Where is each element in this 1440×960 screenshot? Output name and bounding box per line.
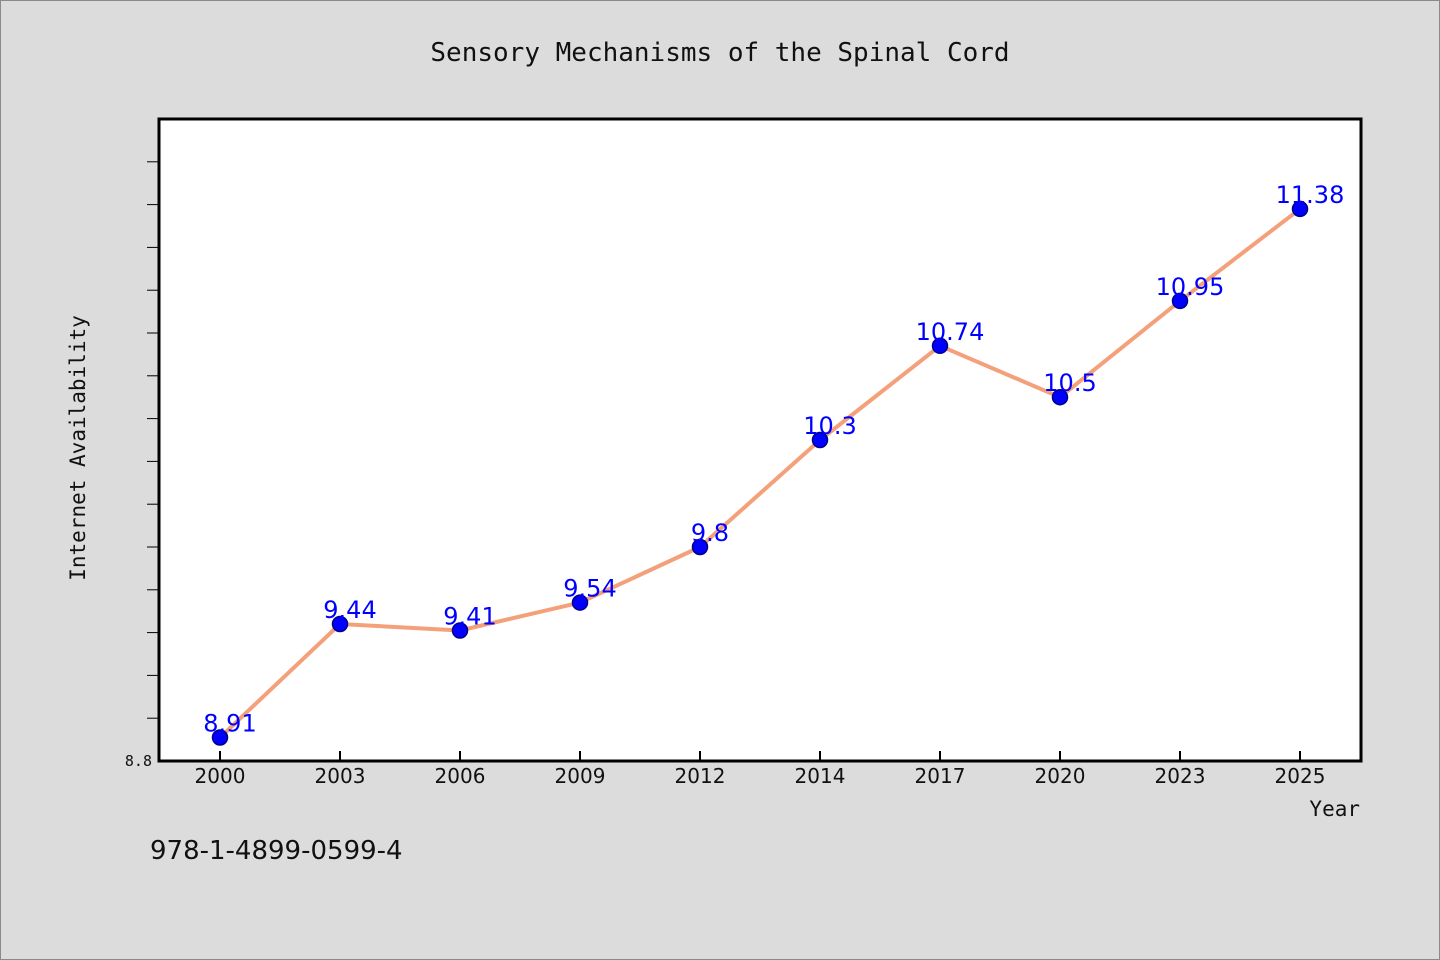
data-label: 10.5 (1043, 369, 1096, 397)
plot-area (157, 117, 1363, 763)
data-label: 9.54 (563, 575, 616, 603)
data-point (811, 431, 829, 449)
data-label: 10.95 (1156, 273, 1225, 301)
marker-layer (211, 200, 1309, 746)
data-label: 9.41 (443, 603, 496, 631)
x-axis-ticks: 2000 2003 2006 2009 2012 2014 2017 2020 2023 2025 (195, 751, 1326, 788)
x-tick-label: 2000 (195, 764, 246, 788)
data-label: 8.91 (203, 710, 256, 738)
x-tick-label: 2017 (915, 764, 966, 788)
x-tick-label: 2025 (1275, 764, 1326, 788)
data-point (691, 538, 709, 556)
data-label: 10.3 (803, 412, 856, 440)
data-label: 11.38 (1276, 181, 1345, 209)
data-label: 10.74 (916, 318, 985, 346)
x-tick-label: 2009 (555, 764, 606, 788)
data-point (1051, 388, 1069, 406)
x-tick-label: 2020 (1035, 764, 1086, 788)
y-axis-ticks: 8.8 (125, 161, 159, 770)
data-label-layer: 8.91 9.44 9.41 9.54 9.8 10.3 10.74 10.5 10.95 11.… (203, 181, 1344, 738)
x-axis-label: Year (1309, 797, 1360, 821)
x-tick-label: 2006 (435, 764, 486, 788)
data-point (331, 615, 349, 633)
data-label: 9.8 (691, 519, 729, 547)
isbn-text: 978-1-4899-0599-4 (150, 836, 403, 866)
data-label: 9.44 (323, 596, 376, 624)
x-tick-label: 2012 (675, 764, 726, 788)
y-axis-label: Internet Availability (66, 315, 90, 581)
data-point (211, 729, 229, 746)
chart-title: Sensory Mechanisms of the Spinal Cord (430, 38, 1009, 68)
x-tick-label: 2003 (315, 764, 366, 788)
series-layer (218, 206, 1302, 740)
data-point (451, 622, 469, 639)
series-line (218, 206, 1302, 740)
x-tick-label: 2014 (795, 764, 846, 788)
data-point (1171, 292, 1189, 310)
data-point (1291, 200, 1309, 218)
x-tick-label: 2023 (1155, 764, 1206, 788)
data-point (571, 594, 589, 611)
y-tick-label: 8.8 (125, 752, 152, 770)
data-point (931, 337, 949, 355)
